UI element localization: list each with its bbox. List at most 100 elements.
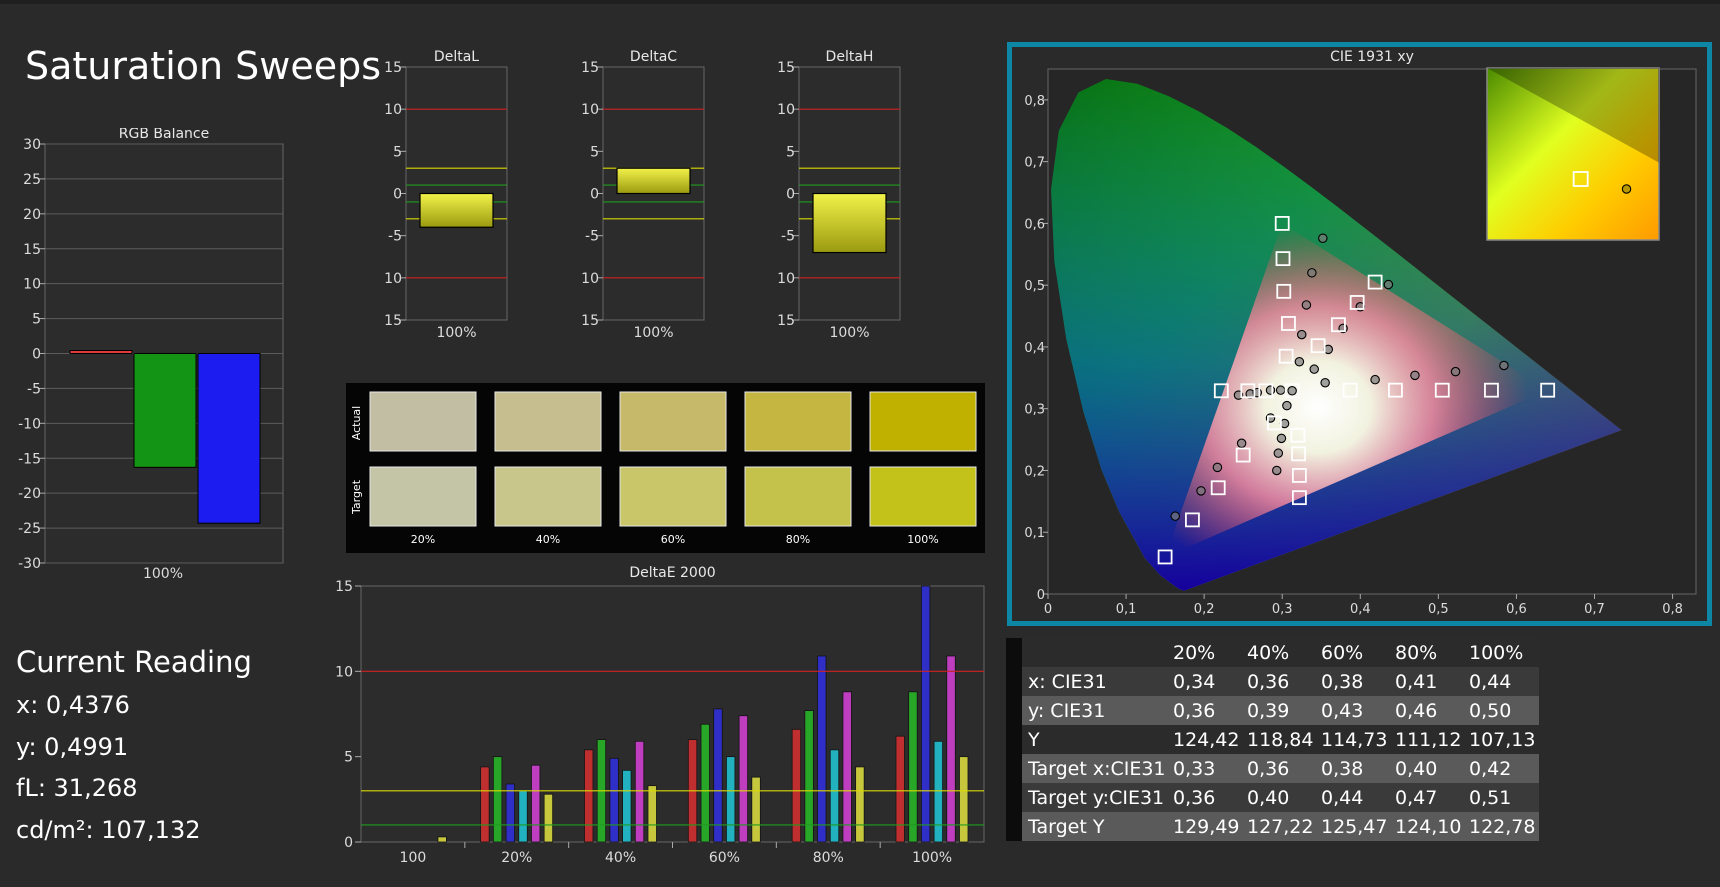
row-label: y: CIE31 [1022,696,1169,725]
swatch-target [494,466,602,527]
y-tick-label: 0,2 [1024,464,1045,479]
chart-title: RGB Balance [119,128,209,142]
delta-e-bar [584,749,594,843]
table-row: x: CIE31 0,34 0,36 0,38 0,41 0,44 [1006,667,1539,696]
x-tick-label: 0,2 [1194,602,1215,617]
x-tick-label: 0,7 [1584,602,1605,617]
measured-point [1294,357,1305,367]
reading-x: x: 0,4376 [16,691,130,719]
target-square [1274,216,1290,231]
y-tick-label: 15 [23,242,41,258]
y-tick-label: 0 [590,187,599,203]
y-tick-label: 5 [32,312,41,328]
measured-point [1287,386,1297,396]
swatch-actual [744,391,852,452]
x-tick-label: 0,3 [1272,602,1293,617]
table-cell: 124,10 [1391,812,1465,841]
y-tick-label: 30 [23,137,41,153]
inset-target-square [1572,171,1589,187]
y-tick-label: -15 [18,451,41,467]
table-cell: 0,42 [1465,754,1539,783]
target-square [1275,251,1291,267]
table-cell: 0,47 [1391,783,1465,812]
rgb-bar-blue [197,353,261,524]
measured-point [1318,233,1328,243]
measured-point [1170,511,1181,521]
delta-e-bar [518,790,528,843]
table-cell: 0,51 [1465,783,1539,812]
target-square [1484,382,1499,398]
measured-point [1265,385,1276,395]
delta-e-bar [738,715,749,843]
table-cell: 0,50 [1465,696,1539,725]
x-tick-label: 0,4 [1350,602,1371,617]
table-cell: 0,38 [1317,667,1391,696]
delta-e-bar [543,793,554,843]
current-reading-panel: Current Reading x: 0,4376 y: 0,4991 fL: … [16,645,252,851]
delta-e-bar [842,691,852,843]
x-tick-label: 100% [633,325,673,341]
delta-e-bar [700,723,710,843]
target-square [1310,338,1326,354]
chart-title: CIE 1931 xy [1330,49,1414,65]
measured-point [1273,448,1284,458]
inset-measured-point [1621,184,1632,194]
measured-point [1370,374,1380,385]
swatch-actual [869,391,977,452]
y-tick-label: 0,5 [1024,279,1045,294]
swatch-actual [619,391,727,452]
chart-title: DeltaC [630,50,677,65]
y-tick-label: 15 [385,60,402,76]
y-tick-label: -5 [388,229,402,245]
chart-title: DeltaE 2000 [629,565,715,581]
target-square [1157,549,1173,565]
delta-e-bar [751,776,761,843]
delta-e-bar [959,756,969,843]
target-square [1388,382,1403,398]
table-column-header: 20% [1169,638,1243,667]
target-square [1267,415,1282,431]
y-tick-label: -15 [778,313,795,329]
measured-point [1320,378,1330,388]
y-tick-label: 10 [23,277,41,293]
delta-e-bar [920,585,931,843]
table-cell: 0,43 [1317,696,1391,725]
table-cell: 111,12 [1391,725,1465,754]
target-square [1278,348,1294,364]
x-tick-label: 0,8 [1662,602,1683,617]
delta-e-bar [492,756,503,843]
rgb-balance-chart: RGB Balance 30 25 20 15 10 5 0 -5 -10 -15 -20 -25 -30… [18,128,284,582]
y-tick-label: -30 [18,556,41,572]
delta-bar [419,192,494,228]
table-column-header: 100% [1465,638,1539,667]
target-square [1276,283,1292,299]
target-square [1291,468,1307,483]
y-tick-label: 0 [32,347,41,363]
table-row: y: CIE31 0,36 0,39 0,43 0,46 0,50 [1006,696,1539,725]
delta-e-bar [933,740,943,843]
table-cell: 129,49 [1169,812,1243,841]
swatch-target [619,466,727,527]
target-square [1367,274,1383,290]
y-tick-label: 5 [786,144,795,160]
x-tick-label: 0,1 [1116,602,1137,617]
table-row: Target y:CIE31 0,36 0,40 0,44 0,47 0,51 [1006,783,1539,812]
y-tick-label: -10 [385,271,402,287]
table-column-header: 80% [1391,638,1465,667]
y-tick-label: -15 [582,313,599,329]
y-tick-label: -25 [18,521,41,537]
delta-e-bar [791,728,802,843]
x-tick-label: 100 [400,850,427,865]
inset-shade [1487,68,1659,163]
measured-point [1282,400,1292,411]
target-square [1290,427,1306,443]
y-tick-label: 20 [23,207,41,223]
table-column-header: 60% [1317,638,1391,667]
swatch-target [744,466,852,527]
y-tick-label: 5 [344,750,353,766]
delta-e-bar [634,740,645,843]
table-cell: 122,78 [1465,812,1539,841]
x-tick-label: 80% [813,850,844,865]
y-tick-label: 0,6 [1024,217,1045,232]
delta-e-bar [505,783,515,843]
